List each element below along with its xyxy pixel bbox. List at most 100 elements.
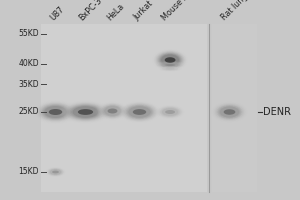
Ellipse shape <box>133 109 146 115</box>
Bar <box>40 24 207 192</box>
Ellipse shape <box>160 54 180 66</box>
Ellipse shape <box>160 67 180 71</box>
Ellipse shape <box>127 106 152 118</box>
Ellipse shape <box>104 106 121 116</box>
Ellipse shape <box>43 105 68 119</box>
Text: 55KD: 55KD <box>18 29 39 38</box>
Ellipse shape <box>157 106 183 118</box>
Ellipse shape <box>50 169 61 175</box>
Ellipse shape <box>49 109 62 115</box>
Ellipse shape <box>124 104 155 120</box>
Text: Rat lung: Rat lung <box>220 0 250 22</box>
Text: 35KD: 35KD <box>18 80 39 88</box>
Bar <box>212 24 256 192</box>
Ellipse shape <box>158 53 182 67</box>
Ellipse shape <box>161 108 179 116</box>
Ellipse shape <box>162 67 178 71</box>
Ellipse shape <box>68 104 103 120</box>
Ellipse shape <box>47 168 64 176</box>
Ellipse shape <box>216 105 243 119</box>
Ellipse shape <box>162 63 178 67</box>
Text: 40KD: 40KD <box>18 60 39 68</box>
Ellipse shape <box>34 100 78 124</box>
Ellipse shape <box>155 61 185 69</box>
Ellipse shape <box>98 102 127 120</box>
Ellipse shape <box>154 51 186 69</box>
Text: BxPC-3: BxPC-3 <box>77 0 104 22</box>
Ellipse shape <box>166 68 175 70</box>
Ellipse shape <box>162 108 178 116</box>
Ellipse shape <box>165 64 175 66</box>
Ellipse shape <box>38 102 74 122</box>
Ellipse shape <box>73 106 98 118</box>
Ellipse shape <box>161 54 179 66</box>
Ellipse shape <box>120 102 159 122</box>
Ellipse shape <box>220 106 239 117</box>
Ellipse shape <box>159 67 181 71</box>
Ellipse shape <box>219 106 240 118</box>
Ellipse shape <box>48 169 63 175</box>
Ellipse shape <box>215 104 244 120</box>
Ellipse shape <box>161 63 179 67</box>
Ellipse shape <box>48 168 63 176</box>
Ellipse shape <box>163 68 178 71</box>
Ellipse shape <box>213 103 246 121</box>
Ellipse shape <box>128 106 151 118</box>
Ellipse shape <box>46 167 65 177</box>
Ellipse shape <box>214 103 245 121</box>
Ellipse shape <box>61 101 110 123</box>
Ellipse shape <box>70 105 101 119</box>
Ellipse shape <box>165 110 175 114</box>
Ellipse shape <box>40 104 71 120</box>
Ellipse shape <box>78 109 93 115</box>
Ellipse shape <box>102 105 123 117</box>
Ellipse shape <box>52 171 59 173</box>
Ellipse shape <box>157 62 183 68</box>
Text: Jurkat: Jurkat <box>132 0 155 22</box>
Ellipse shape <box>165 57 176 63</box>
Text: Mouse heart: Mouse heart <box>160 0 202 22</box>
Ellipse shape <box>159 53 181 67</box>
Ellipse shape <box>160 63 180 67</box>
Text: U87: U87 <box>49 4 66 22</box>
Ellipse shape <box>44 106 67 118</box>
Text: DENR: DENR <box>262 107 290 117</box>
Ellipse shape <box>156 62 184 68</box>
Ellipse shape <box>212 102 248 122</box>
Ellipse shape <box>158 106 182 118</box>
Ellipse shape <box>64 102 107 122</box>
Ellipse shape <box>159 62 181 68</box>
Ellipse shape <box>123 103 156 121</box>
Text: 25KD: 25KD <box>19 108 39 116</box>
Ellipse shape <box>45 167 66 177</box>
Ellipse shape <box>218 105 242 119</box>
Ellipse shape <box>67 103 104 121</box>
Ellipse shape <box>41 105 70 119</box>
Ellipse shape <box>71 106 100 118</box>
Ellipse shape <box>100 104 125 118</box>
Text: HeLa: HeLa <box>105 1 126 22</box>
Ellipse shape <box>152 49 188 71</box>
Ellipse shape <box>126 105 153 119</box>
Ellipse shape <box>158 62 182 68</box>
Ellipse shape <box>39 103 72 121</box>
Ellipse shape <box>158 67 182 71</box>
Ellipse shape <box>101 104 124 118</box>
Ellipse shape <box>36 102 75 122</box>
Ellipse shape <box>160 107 180 117</box>
Ellipse shape <box>122 103 158 121</box>
Ellipse shape <box>103 105 122 117</box>
Ellipse shape <box>65 103 106 121</box>
Ellipse shape <box>156 51 184 69</box>
Text: 15KD: 15KD <box>19 168 39 176</box>
Ellipse shape <box>49 169 62 175</box>
Ellipse shape <box>154 50 187 70</box>
Ellipse shape <box>46 168 64 176</box>
Ellipse shape <box>62 101 109 123</box>
Ellipse shape <box>161 67 179 71</box>
Ellipse shape <box>108 108 118 114</box>
Ellipse shape <box>119 101 160 123</box>
Ellipse shape <box>99 103 126 119</box>
Ellipse shape <box>35 101 76 123</box>
Ellipse shape <box>97 102 128 120</box>
